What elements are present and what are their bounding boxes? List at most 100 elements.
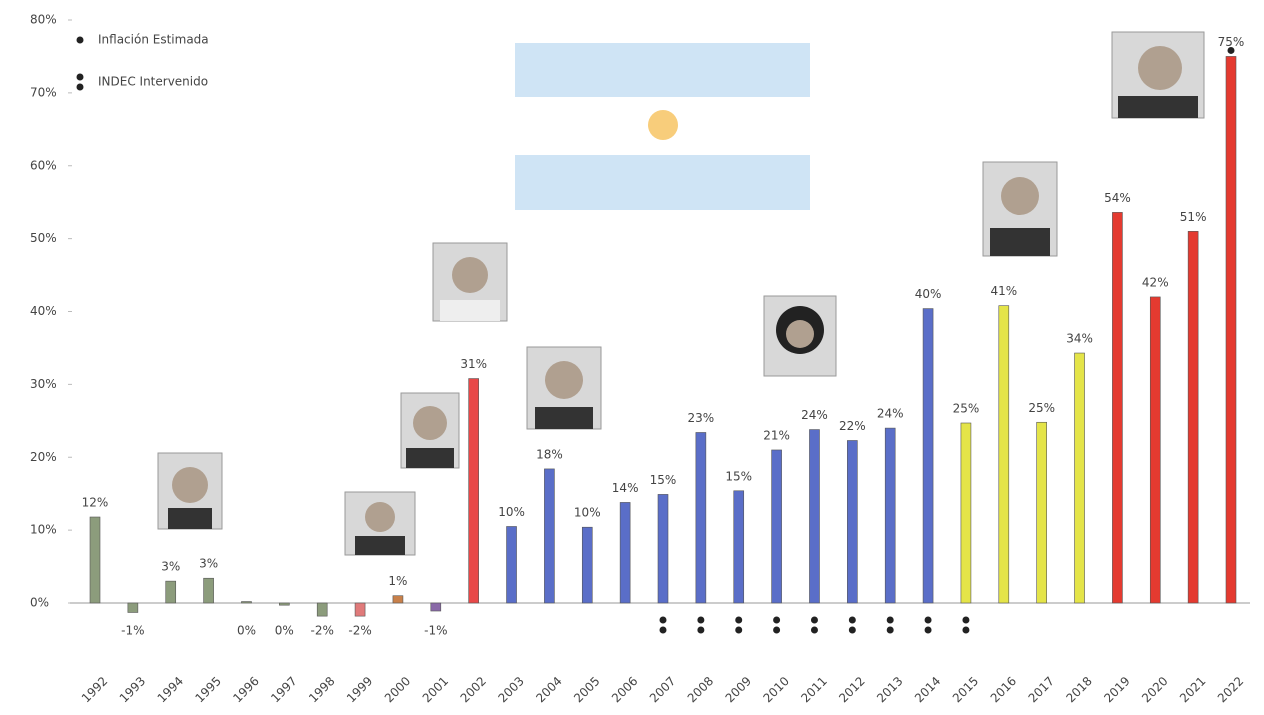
x-tick-label: 2005 — [571, 674, 602, 705]
legend-marker — [77, 74, 84, 81]
x-tick-label: 1994 — [155, 674, 186, 705]
indec-marker — [887, 617, 894, 624]
value-label: 25% — [953, 401, 980, 415]
bar — [544, 469, 554, 603]
bar — [355, 603, 365, 616]
y-tick-label: 10% — [30, 523, 57, 537]
bar — [582, 527, 592, 603]
bar — [1150, 297, 1160, 603]
x-tick-label: 2016 — [988, 674, 1019, 705]
indec-marker — [660, 627, 667, 634]
value-label: 34% — [1066, 332, 1093, 346]
bar — [1037, 422, 1047, 603]
x-tick-label: 2008 — [685, 674, 716, 705]
bar — [772, 450, 782, 603]
y-tick-label: 80% — [30, 13, 57, 27]
value-label: 41% — [990, 284, 1017, 298]
y-tick-label: 30% — [30, 377, 57, 391]
bar — [279, 603, 289, 605]
x-tick-label: 2015 — [950, 674, 981, 705]
value-label: 15% — [650, 473, 677, 487]
bar — [999, 306, 1009, 603]
indec-marker — [849, 617, 856, 624]
x-tick-label: 1997 — [268, 674, 299, 705]
bar — [1075, 353, 1085, 603]
bar — [847, 440, 857, 603]
bar — [241, 602, 251, 603]
legend-marker — [77, 84, 84, 91]
value-label: 14% — [612, 481, 639, 495]
indec-marker — [697, 617, 704, 624]
indec-marker — [962, 617, 969, 624]
indec-marker — [697, 627, 704, 634]
bar — [1112, 212, 1122, 603]
x-tick-label: 2006 — [609, 674, 640, 705]
value-label: -1% — [424, 624, 447, 638]
x-tick-label: 2001 — [420, 674, 451, 705]
value-label: 54% — [1104, 191, 1131, 205]
x-tick-label: 2021 — [1177, 674, 1208, 705]
bar — [128, 603, 138, 612]
flag — [515, 43, 810, 210]
value-label: 24% — [877, 407, 904, 421]
bar — [1188, 231, 1198, 603]
value-label: 75% — [1218, 35, 1245, 49]
bar — [469, 379, 479, 603]
bar — [658, 494, 668, 603]
x-tick-label: 2019 — [1101, 674, 1132, 705]
bar — [809, 430, 819, 603]
value-label: 3% — [199, 557, 218, 571]
y-tick-label: 40% — [30, 304, 57, 318]
bar — [90, 517, 100, 603]
x-tick-label: 1998 — [306, 674, 337, 705]
y-tick-label: 0% — [30, 596, 49, 610]
bar — [696, 432, 706, 603]
x-tick-label: 2009 — [723, 674, 754, 705]
value-label: 51% — [1180, 210, 1207, 224]
x-tick-label: 2018 — [1063, 674, 1094, 705]
indec-marker — [735, 627, 742, 634]
x-tick-label: 2017 — [1026, 674, 1057, 705]
y-tick-label: 20% — [30, 450, 57, 464]
x-tick-label: 1999 — [344, 674, 375, 705]
indec-marker — [887, 627, 894, 634]
bar — [317, 603, 327, 616]
x-tick-label: 2011 — [798, 674, 829, 705]
x-tick-label: 2012 — [836, 674, 867, 705]
x-tick-label: 2020 — [1139, 674, 1170, 705]
x-tick-label: 2003 — [495, 674, 526, 705]
x-tick-label: 2022 — [1215, 674, 1246, 705]
x-tick-label: 1996 — [230, 674, 261, 705]
bar — [166, 581, 176, 603]
legend-marker — [77, 37, 84, 44]
bar — [393, 596, 403, 603]
x-tick-label: 1995 — [192, 674, 223, 705]
value-label: 40% — [915, 287, 942, 301]
indec-marker — [811, 617, 818, 624]
x-tick-label: 2014 — [912, 674, 943, 705]
value-label: -2% — [311, 624, 334, 638]
indec-marker — [962, 627, 969, 634]
bar — [431, 603, 441, 611]
bar — [961, 423, 971, 603]
bar — [923, 309, 933, 603]
bar — [507, 526, 517, 603]
x-tick-label: 1993 — [117, 674, 148, 705]
value-label: 31% — [460, 357, 487, 371]
value-label: 3% — [161, 560, 180, 574]
indec-marker — [849, 627, 856, 634]
x-tick-label: 2013 — [874, 674, 905, 705]
y-tick-label: 60% — [30, 158, 57, 172]
x-tick-label: 2004 — [533, 674, 564, 705]
value-label: 18% — [536, 447, 563, 461]
x-tick-label: 2002 — [458, 674, 489, 705]
bar — [1226, 56, 1236, 603]
value-label: 22% — [839, 419, 866, 433]
value-label: 23% — [688, 411, 715, 425]
value-label: 0% — [275, 624, 294, 638]
x-tick-label: 2007 — [647, 674, 678, 705]
legend-label: Inflación Estimada — [98, 33, 209, 47]
estimate-marker — [1228, 47, 1235, 54]
value-label: 24% — [801, 408, 828, 422]
bar — [204, 578, 214, 603]
